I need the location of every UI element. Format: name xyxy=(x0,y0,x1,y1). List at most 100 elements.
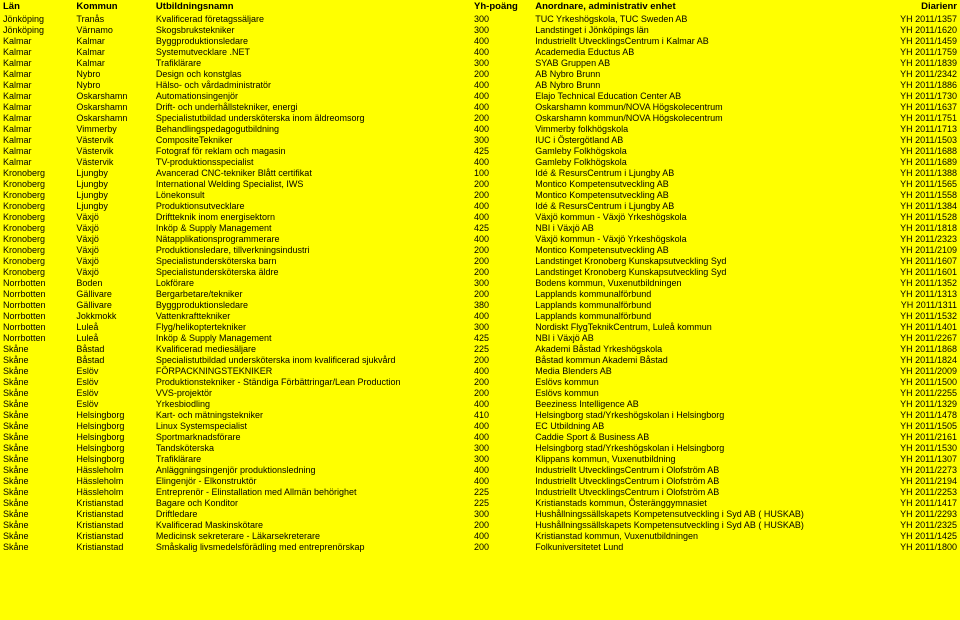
cell-diarienr: YH 2011/1637 xyxy=(868,101,960,112)
cell-anordnare: Beeziness Intelligence AB xyxy=(532,398,868,409)
cell-diarienr: YH 2011/1311 xyxy=(868,299,960,310)
cell-lan: Skåne xyxy=(0,442,73,453)
cell-kommun: Helsingborg xyxy=(73,420,153,431)
cell-anordnare: Eslövs kommun xyxy=(532,387,868,398)
cell-utbildningsnamn: Drift- och underhållstekniker, energi xyxy=(153,101,471,112)
cell-anordnare: AB Nybro Brunn xyxy=(532,79,868,90)
cell-diarienr: YH 2011/1620 xyxy=(868,24,960,35)
cell-anordnare: Oskarshamn kommun/NOVA Högskolecentrum xyxy=(532,112,868,123)
header-row: Län Kommun Utbildningsnamn Yh-poäng Anor… xyxy=(0,0,960,13)
cell-kommun: Oskarshamn xyxy=(73,112,153,123)
cell-diarienr: YH 2011/1505 xyxy=(868,420,960,431)
table-row: KalmarVimmerbyBehandlingspedagogutbildni… xyxy=(0,123,960,134)
cell-lan: Skåne xyxy=(0,541,73,552)
cell-diarienr: YH 2011/1688 xyxy=(868,145,960,156)
cell-utbildningsnamn: Småskalig livsmedelsförädling med entrep… xyxy=(153,541,471,552)
cell-poang: 200 xyxy=(471,112,532,123)
table-row: SkåneEslövYrkesbiodling400Beeziness Inte… xyxy=(0,398,960,409)
cell-diarienr: YH 2011/1558 xyxy=(868,189,960,200)
cell-diarienr: YH 2011/1800 xyxy=(868,541,960,552)
cell-utbildningsnamn: Lönekonsult xyxy=(153,189,471,200)
cell-poang: 410 xyxy=(471,409,532,420)
cell-diarienr: YH 2011/1759 xyxy=(868,46,960,57)
table-row: SkåneEslövFÖRPACKNINGSTEKNIKER400Media B… xyxy=(0,365,960,376)
cell-kommun: Kristianstad xyxy=(73,519,153,530)
cell-anordnare: Industriellt UtvecklingsCentrum i Olofst… xyxy=(532,464,868,475)
cell-poang: 400 xyxy=(471,101,532,112)
table-row: KalmarVästervikCompositeTekniker300IUC i… xyxy=(0,134,960,145)
cell-lan: Norrbotten xyxy=(0,321,73,332)
cell-lan: Kalmar xyxy=(0,68,73,79)
cell-lan: Norrbotten xyxy=(0,288,73,299)
cell-diarienr: YH 2011/1601 xyxy=(868,266,960,277)
cell-diarienr: YH 2011/1689 xyxy=(868,156,960,167)
cell-lan: Kalmar xyxy=(0,145,73,156)
cell-kommun: Växjö xyxy=(73,211,153,222)
table-row: KalmarNybroHälso- och vårdadministratör4… xyxy=(0,79,960,90)
cell-diarienr: YH 2011/2253 xyxy=(868,486,960,497)
table-row: NorrbottenLuleåInköp & Supply Management… xyxy=(0,332,960,343)
cell-kommun: Luleå xyxy=(73,332,153,343)
header-utbildningsnamn: Utbildningsnamn xyxy=(153,0,471,13)
education-table: Län Kommun Utbildningsnamn Yh-poäng Anor… xyxy=(0,0,960,552)
cell-utbildningsnamn: Produktionsledare, tillverkningsindustri xyxy=(153,244,471,255)
cell-poang: 400 xyxy=(471,365,532,376)
header-kommun: Kommun xyxy=(73,0,153,13)
cell-utbildningsnamn: Yrkesbiodling xyxy=(153,398,471,409)
cell-lan: Skåne xyxy=(0,508,73,519)
table-row: SkåneHelsingborgKart- och mätningsteknik… xyxy=(0,409,960,420)
cell-utbildningsnamn: Avancerad CNC-tekniker Blått certifikat xyxy=(153,167,471,178)
cell-lan: Skåne xyxy=(0,486,73,497)
cell-poang: 400 xyxy=(471,90,532,101)
cell-anordnare: IUC i Östergötland AB xyxy=(532,134,868,145)
cell-utbildningsnamn: Automationsingenjör xyxy=(153,90,471,101)
cell-lan: Skåne xyxy=(0,475,73,486)
cell-lan: Kalmar xyxy=(0,156,73,167)
cell-utbildningsnamn: Tandsköterska xyxy=(153,442,471,453)
cell-utbildningsnamn: International Welding Specialist, IWS xyxy=(153,178,471,189)
cell-kommun: Båstad xyxy=(73,354,153,365)
cell-kommun: Luleå xyxy=(73,321,153,332)
cell-utbildningsnamn: Sportmarknadsförare xyxy=(153,431,471,442)
cell-anordnare: Idé & ResursCentrum i Ljungby AB xyxy=(532,167,868,178)
cell-utbildningsnamn: Elingenjör - Elkonstruktör xyxy=(153,475,471,486)
table-row: SkåneHässleholmElingenjör - Elkonstruktö… xyxy=(0,475,960,486)
cell-utbildningsnamn: Inköp & Supply Management xyxy=(153,222,471,233)
cell-diarienr: YH 2011/1503 xyxy=(868,134,960,145)
cell-utbildningsnamn: Behandlingspedagogutbildning xyxy=(153,123,471,134)
table-row: KalmarOskarshamnDrift- och underhållstek… xyxy=(0,101,960,112)
cell-diarienr: YH 2011/2293 xyxy=(868,508,960,519)
cell-kommun: Västervik xyxy=(73,145,153,156)
table-row: SkåneKristianstadSmåskalig livsmedelsför… xyxy=(0,541,960,552)
table-row: KronobergVäxjöInköp & Supply Management4… xyxy=(0,222,960,233)
cell-poang: 300 xyxy=(471,508,532,519)
cell-kommun: Kristianstad xyxy=(73,541,153,552)
cell-anordnare: SYAB Gruppen AB xyxy=(532,57,868,68)
table-row: SkåneHässleholmEntreprenör - Elinstallat… xyxy=(0,486,960,497)
cell-diarienr: YH 2011/1532 xyxy=(868,310,960,321)
cell-poang: 400 xyxy=(471,200,532,211)
cell-kommun: Ljungby xyxy=(73,178,153,189)
cell-lan: Kalmar xyxy=(0,101,73,112)
cell-anordnare: Hushållningssällskapets Kompetensutveckl… xyxy=(532,519,868,530)
cell-kommun: Västervik xyxy=(73,134,153,145)
cell-kommun: Helsingborg xyxy=(73,409,153,420)
cell-utbildningsnamn: Hälso- och vårdadministratör xyxy=(153,79,471,90)
table-row: KalmarKalmarSystemutvecklare .NET400Acad… xyxy=(0,46,960,57)
cell-utbildningsnamn: Lokförare xyxy=(153,277,471,288)
cell-utbildningsnamn: Bergarbetare/tekniker xyxy=(153,288,471,299)
table-row: KronobergVäxjöNätapplikationsprogrammera… xyxy=(0,233,960,244)
cell-anordnare: Lapplands kommunalförbund xyxy=(532,310,868,321)
cell-utbildningsnamn: Inköp & Supply Management xyxy=(153,332,471,343)
cell-lan: Kalmar xyxy=(0,35,73,46)
cell-anordnare: Eslövs kommun xyxy=(532,376,868,387)
cell-kommun: Ljungby xyxy=(73,167,153,178)
cell-diarienr: YH 2011/1329 xyxy=(868,398,960,409)
cell-kommun: Gällivare xyxy=(73,288,153,299)
cell-diarienr: YH 2011/1868 xyxy=(868,343,960,354)
cell-kommun: Vimmerby xyxy=(73,123,153,134)
cell-poang: 200 xyxy=(471,541,532,552)
cell-poang: 400 xyxy=(471,35,532,46)
cell-lan: Jönköping xyxy=(0,24,73,35)
cell-lan: Kalmar xyxy=(0,57,73,68)
